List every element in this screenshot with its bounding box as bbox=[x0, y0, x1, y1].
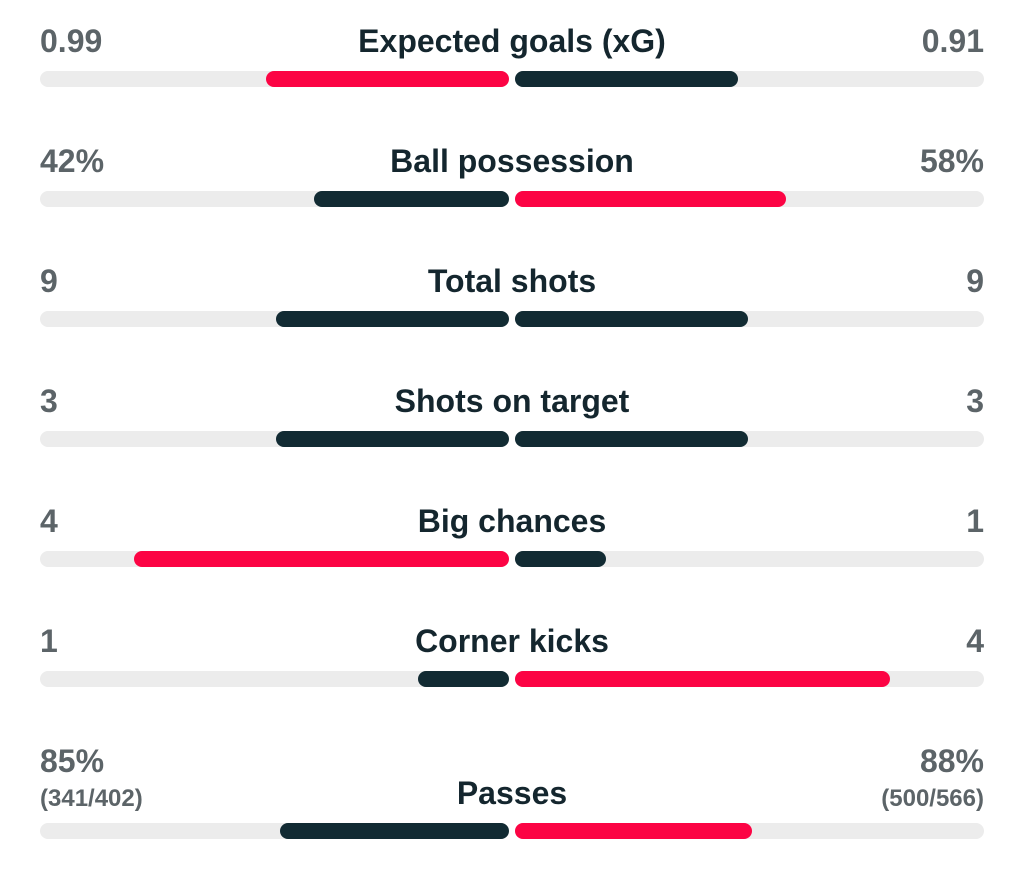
stat-bar-right-fill bbox=[515, 671, 890, 687]
stat-bar-left-track bbox=[40, 431, 509, 447]
stat-bar-right-track bbox=[515, 191, 984, 207]
stat-row: 85% (341/402) Passes 88% (500/566) bbox=[40, 742, 984, 839]
stat-right-value: 9 bbox=[814, 262, 984, 300]
stat-right-value: 88% (500/566) bbox=[814, 742, 984, 812]
stat-bar bbox=[40, 671, 984, 687]
stat-row: 3 Shots on target 3 bbox=[40, 382, 984, 447]
stat-bar bbox=[40, 823, 984, 839]
stat-labels: 0.99 Expected goals (xG) 0.91 bbox=[40, 22, 984, 60]
stat-left-value: 3 bbox=[40, 382, 210, 420]
stat-bar-left-track bbox=[40, 311, 509, 327]
stat-bar bbox=[40, 71, 984, 87]
stat-bar-left-fill bbox=[276, 431, 509, 447]
stat-labels: 9 Total shots 9 bbox=[40, 262, 984, 300]
stat-bar-left-fill bbox=[266, 71, 509, 87]
stat-left-value: 85% (341/402) bbox=[40, 742, 210, 812]
stat-labels: 3 Shots on target 3 bbox=[40, 382, 984, 420]
stat-left-value: 9 bbox=[40, 262, 210, 300]
stat-right-value-main: 3 bbox=[966, 383, 984, 419]
stat-title: Ball possession bbox=[390, 143, 634, 179]
stat-right-value-main: 88% bbox=[919, 743, 984, 779]
stat-bar-right-track bbox=[515, 551, 984, 567]
stat-bar-right-track bbox=[515, 431, 984, 447]
stat-right-value-main: 58% bbox=[919, 143, 984, 179]
stat-bar-left-track bbox=[40, 671, 509, 687]
stat-right-value-main: 9 bbox=[966, 263, 984, 299]
stat-right-value-main: 4 bbox=[966, 623, 984, 659]
stat-left-value-main: 9 bbox=[40, 263, 58, 299]
stat-right-subvalue: (500/566) bbox=[881, 785, 984, 812]
stat-labels: 1 Corner kicks 4 bbox=[40, 622, 984, 660]
stat-bar-right-fill bbox=[515, 431, 748, 447]
stat-right-value: 0.91 bbox=[814, 22, 984, 60]
stat-bar-left-track bbox=[40, 551, 509, 567]
stat-bar-right-fill bbox=[515, 311, 748, 327]
stat-bar-left-fill bbox=[280, 823, 509, 839]
stat-left-value-main: 1 bbox=[40, 623, 58, 659]
stat-bar-right-track bbox=[515, 671, 984, 687]
stat-bar-left-fill bbox=[276, 311, 509, 327]
stat-right-value: 58% bbox=[814, 142, 984, 180]
stat-bar-left-fill bbox=[418, 671, 509, 687]
stat-labels: 42% Ball possession 58% bbox=[40, 142, 984, 180]
stat-right-value: 4 bbox=[814, 622, 984, 660]
stat-left-value-main: 4 bbox=[40, 503, 58, 539]
stat-left-value-main: 3 bbox=[40, 383, 58, 419]
stat-row: 0.99 Expected goals (xG) 0.91 bbox=[40, 22, 984, 87]
stat-bar-left-fill bbox=[314, 191, 509, 207]
stat-bar-right-track bbox=[515, 311, 984, 327]
stat-right-value-main: 0.91 bbox=[921, 23, 984, 59]
stat-left-value-main: 85% bbox=[40, 743, 105, 779]
stat-right-value: 3 bbox=[814, 382, 984, 420]
stat-bar bbox=[40, 311, 984, 327]
stat-bar-right-fill bbox=[515, 823, 752, 839]
stat-title: Total shots bbox=[427, 263, 597, 299]
stat-bar-left-track bbox=[40, 71, 509, 87]
stat-bar bbox=[40, 431, 984, 447]
stat-row: 4 Big chances 1 bbox=[40, 502, 984, 567]
stat-row: 9 Total shots 9 bbox=[40, 262, 984, 327]
stat-left-value-main: 42% bbox=[40, 143, 105, 179]
stat-title: Shots on target bbox=[394, 383, 630, 419]
stat-left-value: 1 bbox=[40, 622, 210, 660]
stat-title: Passes bbox=[456, 775, 568, 811]
stat-bar-right-fill bbox=[515, 551, 606, 567]
stat-bar-right-fill bbox=[515, 71, 738, 87]
stat-bar-left-fill bbox=[134, 551, 509, 567]
stat-right-value-main: 1 bbox=[966, 503, 984, 539]
stat-bar-right-track bbox=[515, 71, 984, 87]
stat-row: 42% Ball possession 58% bbox=[40, 142, 984, 207]
stat-left-value-main: 0.99 bbox=[40, 23, 103, 59]
stat-bar-left-track bbox=[40, 823, 509, 839]
stat-title: Big chances bbox=[417, 503, 607, 539]
stat-left-subvalue: (341/402) bbox=[40, 785, 143, 812]
stat-title: Corner kicks bbox=[415, 623, 609, 659]
stat-bar bbox=[40, 191, 984, 207]
stat-left-value: 42% bbox=[40, 142, 210, 180]
stat-left-value: 0.99 bbox=[40, 22, 210, 60]
stat-left-value: 4 bbox=[40, 502, 210, 540]
stat-bar-right-track bbox=[515, 823, 984, 839]
stat-bar-left-track bbox=[40, 191, 509, 207]
stat-bar bbox=[40, 551, 984, 567]
stat-right-value: 1 bbox=[814, 502, 984, 540]
stat-labels: 85% (341/402) Passes 88% (500/566) bbox=[40, 742, 984, 812]
stat-labels: 4 Big chances 1 bbox=[40, 502, 984, 540]
stat-bar-right-fill bbox=[515, 191, 786, 207]
stat-title: Expected goals (xG) bbox=[358, 23, 666, 59]
stat-row: 1 Corner kicks 4 bbox=[40, 622, 984, 687]
